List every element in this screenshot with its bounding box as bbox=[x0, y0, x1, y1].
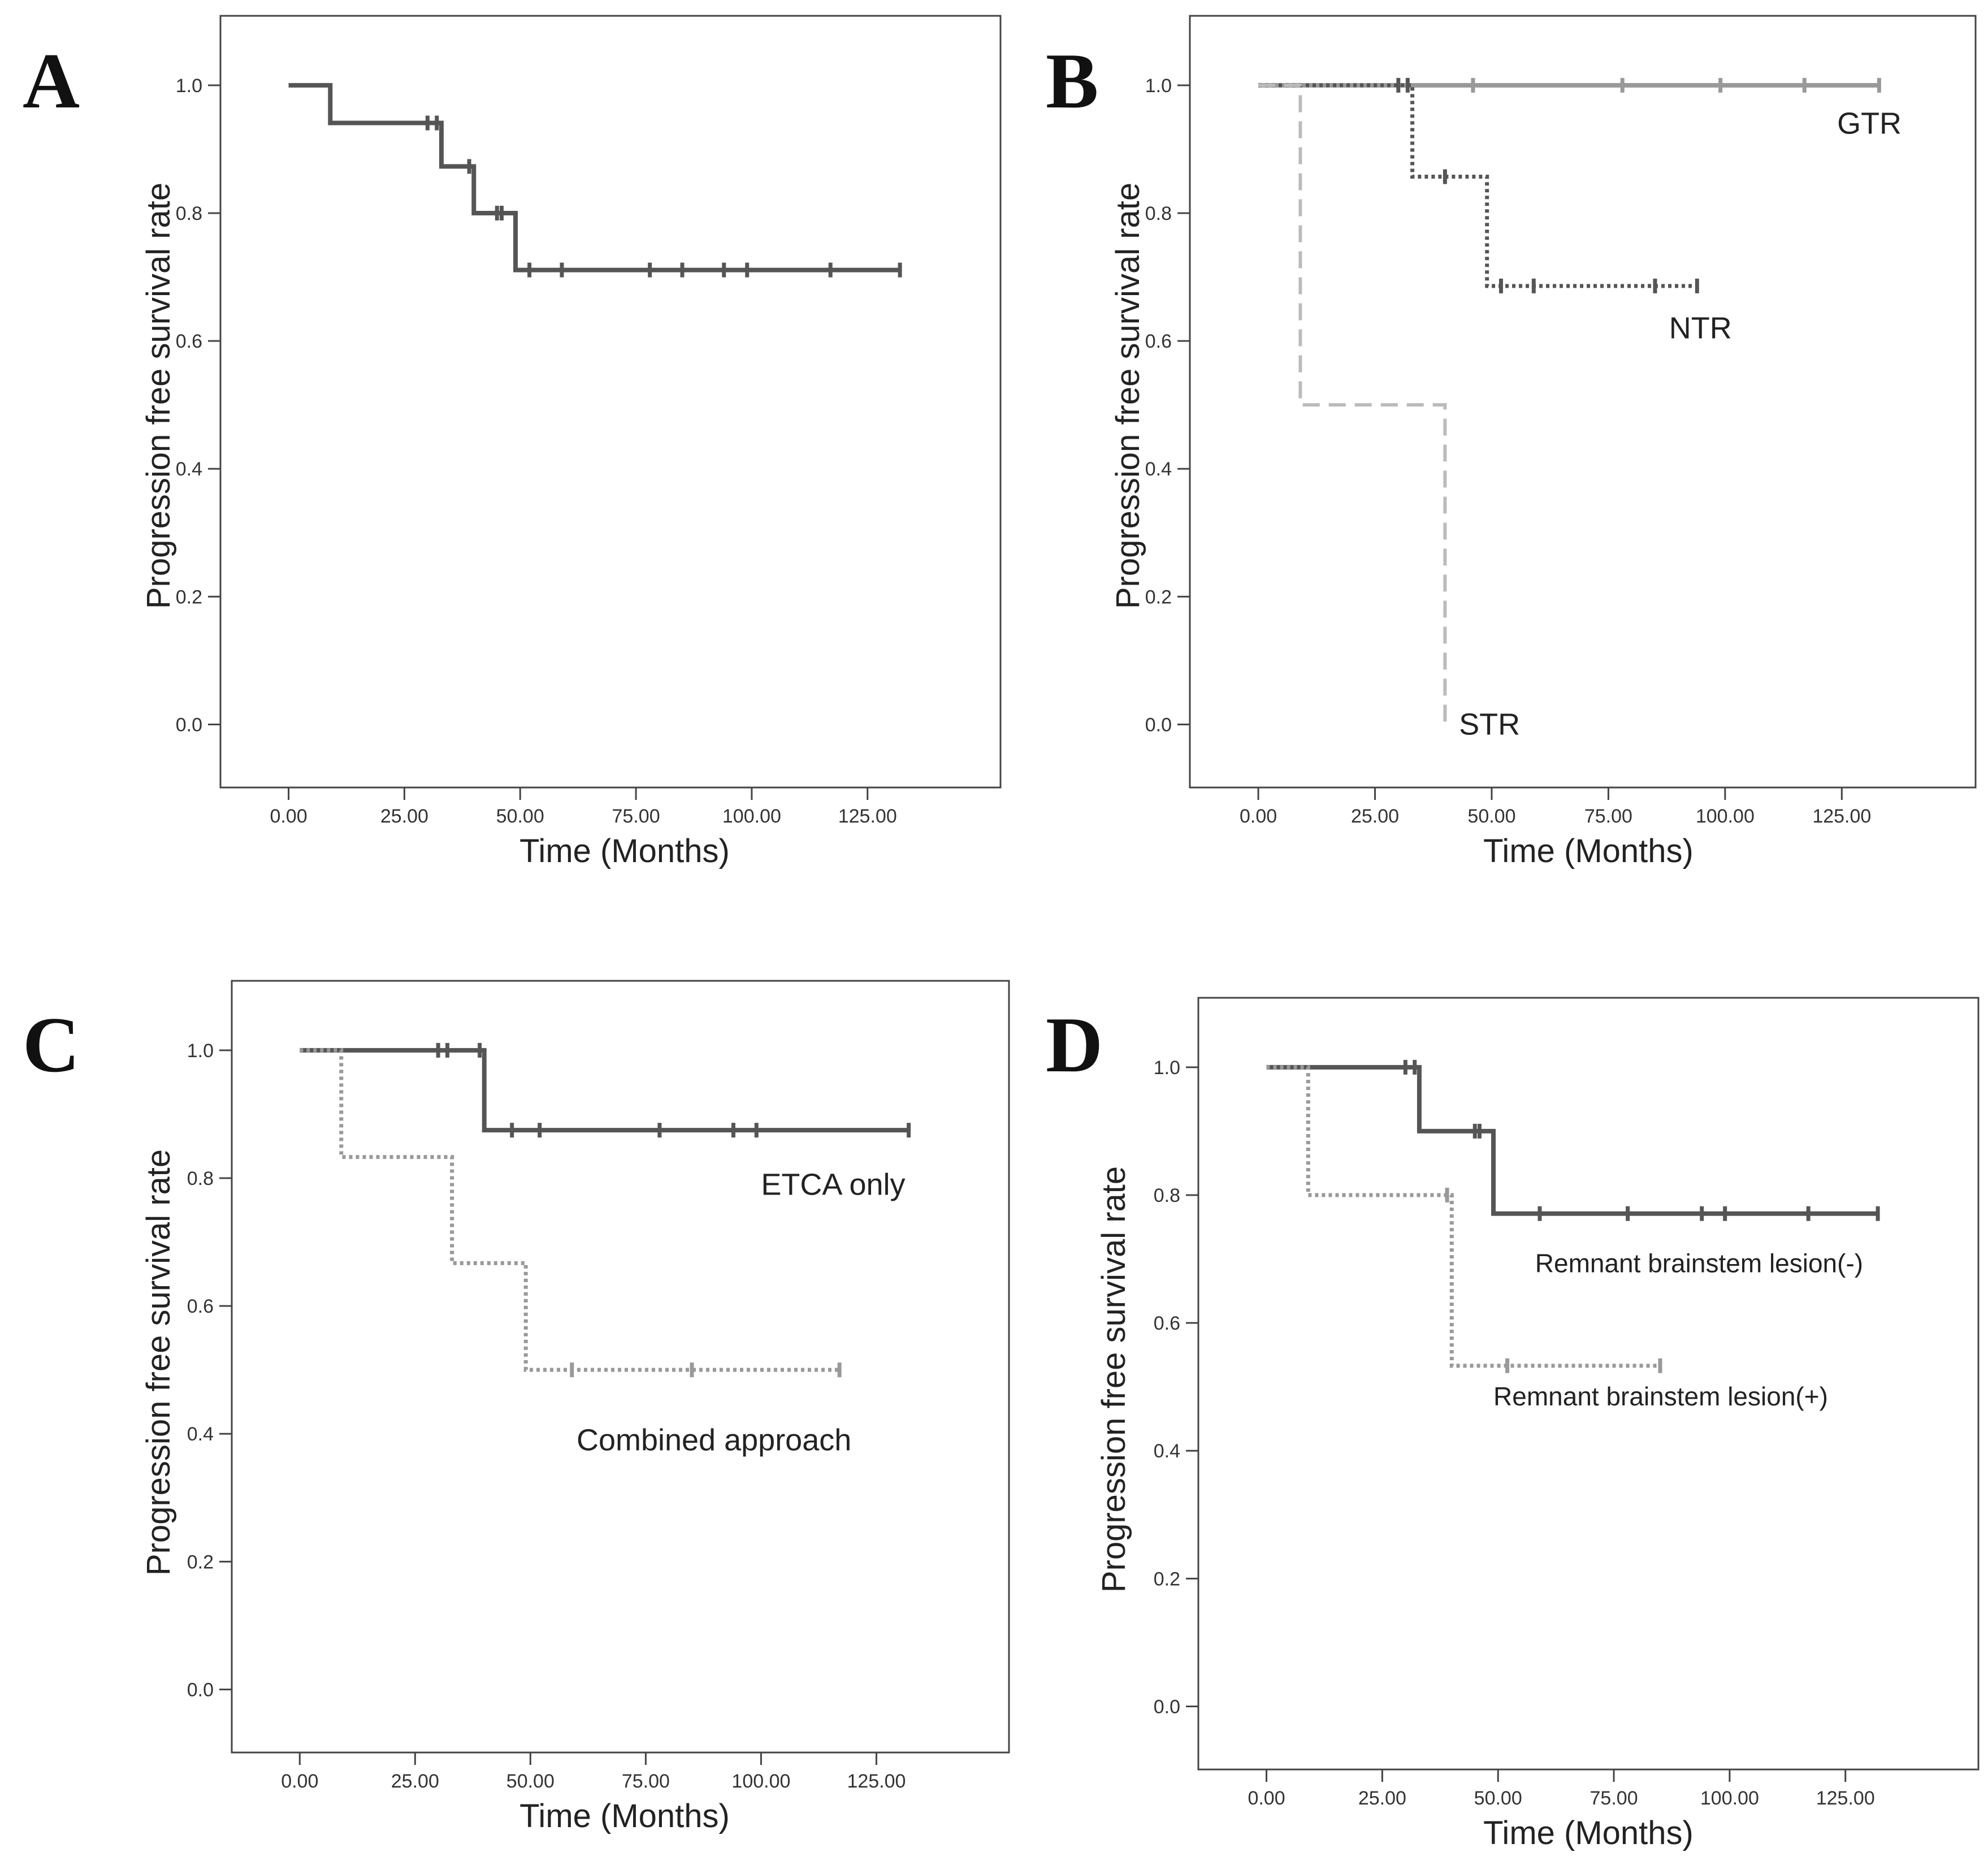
panel-c: C Progression free survival rate Time (M… bbox=[23, 980, 1010, 1834]
y-tick-label-b: 0.8 bbox=[1145, 203, 1172, 224]
curve-label-ntr: NTR bbox=[1669, 311, 1732, 345]
x-tick-label-d: 125.00 bbox=[1816, 1788, 1875, 1809]
x-tick-label-a: 0.00 bbox=[270, 806, 307, 827]
x-axis-title-c: Time (Months) bbox=[519, 1798, 730, 1834]
y-tick-label-b: 0.2 bbox=[1145, 586, 1172, 608]
y-tick-label-b: 0.6 bbox=[1145, 331, 1172, 352]
x-tick-label-c: 0.00 bbox=[281, 1771, 318, 1792]
y-axis-title-d: Progression free survival rate bbox=[1095, 1166, 1132, 1593]
km-curve-remnant-brainstem-lesion bbox=[1266, 1065, 1878, 1216]
x-tick-label-c: 50.00 bbox=[506, 1771, 555, 1792]
plot-frame-b bbox=[1189, 15, 1977, 789]
km-curve-ntr bbox=[1258, 83, 1697, 288]
y-tick-label-c: 0.2 bbox=[187, 1551, 214, 1573]
y-tick-label-c: 0.8 bbox=[187, 1168, 214, 1189]
plot-frame-c bbox=[231, 980, 1010, 1754]
y-tick-label-a: 0.4 bbox=[176, 458, 202, 480]
y-tick-label-d: 1.0 bbox=[1154, 1057, 1180, 1079]
y-tick-label-c: 1.0 bbox=[187, 1040, 214, 1062]
curve-label-etca-only: ETCA only bbox=[761, 1167, 905, 1201]
km-curve-remnant-brainstem-lesion bbox=[1266, 1065, 1660, 1368]
x-tick-label-d: 100.00 bbox=[1700, 1788, 1759, 1809]
x-tick-label-b: 125.00 bbox=[1812, 806, 1871, 827]
y-tick-label-c: 0.4 bbox=[187, 1423, 214, 1445]
y-tick-label-a: 1.0 bbox=[176, 75, 202, 97]
y-tick-label-d: 0.0 bbox=[1154, 1696, 1180, 1717]
x-axis-title-d: Time (Months) bbox=[1483, 1815, 1694, 1851]
plot-area-d: 0.0 0.2 0.4 0.6 0.8 1.0 0.00 25.00 50.00 75.00 100… bbox=[1154, 1057, 1880, 1809]
panel-d: D Progression free survival rate Time (M… bbox=[1046, 997, 1980, 1851]
curve-label-remnant-brainstem-lesion: Remnant brainstem lesion(+) bbox=[1493, 1382, 1828, 1411]
panel-letter-d: D bbox=[1046, 1001, 1103, 1089]
km-curve-combined-approach bbox=[300, 1048, 840, 1372]
y-tick-label-a: 0.8 bbox=[176, 203, 202, 224]
plot-area-b: 0.0 0.2 0.4 0.6 0.8 1.0 0.00 25.00 50.00 75.00 100… bbox=[1145, 75, 1902, 827]
y-axis-title-b: Progression free survival rate bbox=[1110, 183, 1146, 609]
x-tick-label-a: 125.00 bbox=[838, 806, 897, 827]
x-tick-label-d: 75.00 bbox=[1590, 1788, 1638, 1809]
y-axis-title-a: Progression free survival rate bbox=[140, 183, 177, 609]
y-tick-label-a: 0.2 bbox=[176, 586, 202, 608]
plot-frame-d bbox=[1197, 997, 1980, 1771]
y-tick-label-b: 0.0 bbox=[1145, 714, 1172, 735]
panel-letter-c: C bbox=[23, 1001, 80, 1089]
plot-frame-a bbox=[219, 15, 1002, 789]
plot-area-c: 0.0 0.2 0.4 0.6 0.8 1.0 0.00 25.00 50.00 75.00 100… bbox=[187, 1040, 911, 1792]
x-tick-label-d: 25.00 bbox=[1358, 1788, 1406, 1809]
x-tick-label-d: 50.00 bbox=[1474, 1788, 1522, 1809]
x-axis-title-a: Time (Months) bbox=[519, 833, 730, 869]
x-tick-label-a: 75.00 bbox=[612, 806, 660, 827]
y-tick-label-b: 0.4 bbox=[1145, 458, 1172, 480]
plot-area-a: 0.0 0.2 0.4 0.6 0.8 1.0 0.00 25.00 50.00 75.00 100… bbox=[176, 75, 902, 827]
x-tick-label-a: 100.00 bbox=[722, 806, 781, 827]
curve-label-combined-approach: Combined approach bbox=[577, 1423, 851, 1457]
x-tick-label-b: 0.00 bbox=[1240, 806, 1277, 827]
x-tick-label-d: 0.00 bbox=[1248, 1788, 1285, 1809]
x-tick-label-b: 100.00 bbox=[1696, 806, 1755, 827]
x-tick-label-c: 75.00 bbox=[622, 1771, 670, 1792]
curve-label-str: STR bbox=[1459, 707, 1520, 741]
curve-label-gtr: GTR bbox=[1837, 107, 1902, 141]
x-tick-label-c: 125.00 bbox=[847, 1771, 906, 1792]
y-tick-label-a: 0.6 bbox=[176, 331, 202, 352]
panel-a: A Progression free survival rate Time (M… bbox=[23, 15, 1002, 869]
x-tick-label-b: 50.00 bbox=[1467, 806, 1515, 827]
y-tick-label-b: 1.0 bbox=[1145, 75, 1172, 97]
y-axis-title-c: Progression free survival rate bbox=[140, 1149, 177, 1576]
x-tick-label-a: 50.00 bbox=[496, 806, 544, 827]
km-curve-str bbox=[1258, 83, 1447, 725]
y-tick-label-d: 0.8 bbox=[1154, 1185, 1180, 1206]
x-tick-label-c: 100.00 bbox=[731, 1771, 790, 1792]
y-tick-label-c: 0.6 bbox=[187, 1296, 214, 1317]
panel-letter-b: B bbox=[1046, 37, 1098, 125]
y-tick-label-d: 0.2 bbox=[1154, 1568, 1180, 1590]
panel-b: B Progression free survival rate Time (M… bbox=[1046, 15, 1977, 869]
y-tick-label-d: 0.4 bbox=[1154, 1440, 1180, 1462]
x-tick-label-b: 25.00 bbox=[1351, 806, 1399, 827]
curve-label-remnant-brainstem-lesion: Remnant brainstem lesion(-) bbox=[1535, 1249, 1863, 1278]
y-tick-label-a: 0.0 bbox=[176, 714, 202, 735]
km-curve-etca-only bbox=[300, 1048, 909, 1133]
y-tick-label-c: 0.0 bbox=[187, 1679, 214, 1700]
panel-letter-a: A bbox=[23, 37, 80, 125]
x-tick-label-a: 25.00 bbox=[380, 806, 428, 827]
x-tick-label-c: 25.00 bbox=[391, 1771, 439, 1792]
x-axis-title-b: Time (Months) bbox=[1483, 833, 1694, 869]
y-tick-label-d: 0.6 bbox=[1154, 1313, 1180, 1334]
km-curve-overall bbox=[288, 83, 900, 272]
x-tick-label-b: 75.00 bbox=[1584, 806, 1632, 827]
